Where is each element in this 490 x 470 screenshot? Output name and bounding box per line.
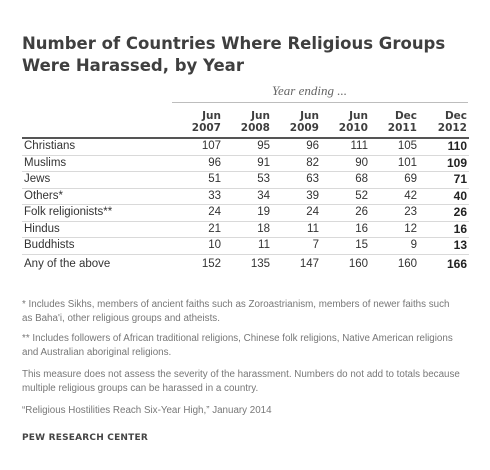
source-organization: PEW RESEARCH CENTER [22, 433, 148, 443]
table-row: Jews 51 53 63 68 69 71 [22, 171, 469, 189]
column-header-month: Dec [444, 110, 467, 122]
table-cell: 18 [223, 221, 272, 238]
source-citation: “Religious Hostilities Reach Six-Year Hi… [22, 405, 272, 416]
column-header-month: Dec [394, 110, 417, 122]
table-row: Buddhists 10 11 7 15 9 13 [22, 237, 469, 255]
column-header-year: 2010 [338, 122, 368, 134]
table-cell: 19 [223, 204, 272, 222]
table-cell: 82 [272, 155, 321, 172]
table-cell: 53 [223, 171, 272, 189]
table-cell: 95 [223, 138, 272, 156]
table-cell: 16 [321, 221, 370, 238]
column-header-year: 2009 [289, 122, 319, 134]
table-cell: 90 [321, 155, 370, 172]
row-label: Hindus [22, 221, 174, 238]
column-header: Jun 2009 [272, 106, 321, 139]
table-cell: 42 [370, 188, 419, 205]
table-row: Muslims 96 91 82 90 101 109 [22, 155, 469, 172]
table-row: Folk religionists** 24 19 24 26 23 26 [22, 204, 469, 222]
column-header-year: 2007 [191, 122, 221, 134]
table-row: Hindus 21 18 11 16 12 16 [22, 221, 469, 238]
row-label: Folk religionists** [22, 204, 174, 222]
row-label: Any of the above [24, 257, 111, 270]
row-label: Christians [22, 138, 174, 156]
table-cell: 52 [321, 188, 370, 205]
footnote-folk-religionists: ** Includes followers of African traditi… [22, 333, 453, 358]
column-header: Dec 2012 [419, 106, 469, 139]
table-cell: 23 [370, 204, 419, 222]
column-header: Jun 2007 [174, 106, 223, 139]
row-label: Jews [22, 171, 174, 189]
table-cell: 40 [419, 188, 469, 205]
methodology-note: This measure does not assess the severit… [22, 369, 460, 394]
table-cell: 166 [446, 256, 467, 271]
table-cell: 68 [321, 171, 370, 189]
table-body: Christians 107 95 96 111 105 110 Muslims 96 91 82 9… [22, 138, 469, 272]
table-cell: 111 [321, 138, 370, 156]
column-header: Jun 2010 [321, 106, 370, 139]
column-header-month: Jun [300, 110, 319, 122]
table-cell: 147 [299, 257, 319, 270]
row-label: Muslims [22, 155, 174, 172]
column-header-year: 2008 [240, 122, 270, 134]
table-cell: 135 [250, 257, 270, 270]
table-cell: 109 [419, 155, 469, 172]
table-row: Christians 107 95 96 111 105 110 [22, 138, 469, 156]
column-group-label: Year ending ... [272, 83, 347, 98]
chart-title: Number of Countries Where Religious Grou… [22, 34, 446, 75]
column-header-month: Jun [202, 110, 221, 122]
table-cell: 51 [174, 171, 223, 189]
table-cell: 10 [174, 237, 223, 255]
table-cell: 63 [272, 171, 321, 189]
table-cell: 34 [223, 188, 272, 205]
table-cell: 96 [272, 138, 321, 156]
table-cell: 33 [174, 188, 223, 205]
table-cell: 105 [370, 138, 419, 156]
header-corner [22, 106, 174, 139]
table-cell: 9 [370, 237, 419, 255]
table-cell: 110 [419, 138, 469, 156]
row-label: Buddhists [22, 237, 174, 255]
column-group-rule [172, 102, 468, 103]
table-cell: 26 [321, 204, 370, 222]
table-cell: 12 [370, 221, 419, 238]
table-cell: 21 [174, 221, 223, 238]
footnote-others: * Includes Sikhs, members of ancient fai… [22, 299, 450, 324]
table-cell: 16 [419, 221, 469, 238]
table-cell: 96 [174, 155, 223, 172]
column-header: Jun 2008 [223, 106, 272, 139]
table-cell: 101 [370, 155, 419, 172]
table-row: Others* 33 34 39 52 42 40 [22, 188, 469, 205]
column-header-year: 2012 [437, 122, 467, 134]
table-cell: 11 [223, 237, 272, 255]
table-cell: 24 [174, 204, 223, 222]
data-table: Jun 2007 Jun 2008 Jun 2009 Jun 2010 Dec 2011 … [22, 106, 469, 272]
table-cell: 11 [272, 221, 321, 238]
table-cell: 160 [397, 257, 417, 270]
table-cell: 91 [223, 155, 272, 172]
table-cell: 7 [272, 237, 321, 255]
row-label: Others* [22, 188, 174, 205]
table-cell: 26 [419, 204, 469, 222]
table-cell: 13 [419, 237, 469, 255]
table-cell: 24 [272, 204, 321, 222]
table-cell: 107 [174, 138, 223, 156]
column-header: Dec 2011 [370, 106, 419, 139]
column-header-year: 2011 [387, 122, 417, 134]
table-cell: 15 [321, 237, 370, 255]
table-row: Any of the above 152 135 147 160 160 166 [22, 254, 469, 272]
table-cell: 152 [201, 257, 221, 270]
column-header-month: Jun [251, 110, 270, 122]
table-cell: 39 [272, 188, 321, 205]
column-header-month: Jun [349, 110, 368, 122]
table-cell: 71 [419, 171, 469, 189]
table-cell: 160 [348, 257, 368, 270]
table-cell: 69 [370, 171, 419, 189]
header-row: Jun 2007 Jun 2008 Jun 2009 Jun 2010 Dec 2011 … [22, 106, 469, 139]
